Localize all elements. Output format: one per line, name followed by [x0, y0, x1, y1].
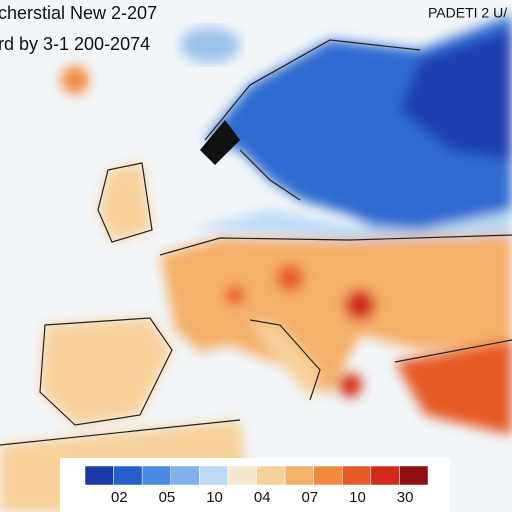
legend-label: 02 — [111, 489, 128, 506]
badge: PADETI 2 U/ — [428, 5, 507, 21]
legend-label: 04 — [254, 489, 271, 506]
subtitle: rd by 3-1 200-2074 — [0, 34, 150, 54]
legend-swatch — [284, 465, 314, 486]
legend-swatch — [399, 465, 429, 486]
iberia-anomaly — [40, 318, 172, 425]
legend-label: 30 — [397, 489, 414, 506]
legend-swatch — [227, 465, 257, 486]
continent-anomaly — [160, 235, 512, 395]
legend-label: 10 — [206, 489, 223, 506]
hot-spot — [225, 285, 245, 305]
sea-anomaly — [180, 27, 240, 63]
turkey-anomaly — [395, 340, 512, 435]
legend-swatch — [313, 465, 343, 486]
legend-swatch — [370, 465, 400, 486]
legend-label: 10 — [349, 489, 366, 506]
legend-swatch — [199, 465, 229, 486]
norway-coast — [200, 120, 240, 165]
legend-swatch — [141, 465, 172, 486]
hot-spot — [338, 373, 362, 397]
legend-swatch — [170, 465, 200, 486]
legend-swatch — [256, 465, 286, 486]
coastline — [0, 39, 512, 446]
title: cherstial New 2-207 — [0, 3, 157, 23]
hot-spot — [276, 264, 304, 292]
britain-anomaly — [98, 163, 152, 242]
hot-spot — [61, 66, 89, 94]
field — [0, 15, 512, 512]
russia-anomaly — [400, 30, 512, 160]
legend-label: 07 — [302, 489, 319, 506]
legend-label: 05 — [159, 489, 176, 506]
italy-anomaly — [250, 320, 320, 400]
legend: 02 05 10 04 07 10 30 — [84, 465, 429, 506]
legend-swatch — [84, 465, 114, 486]
legend-swatch — [113, 465, 143, 486]
legend-swatch — [342, 465, 372, 486]
hot-spot — [344, 289, 376, 321]
